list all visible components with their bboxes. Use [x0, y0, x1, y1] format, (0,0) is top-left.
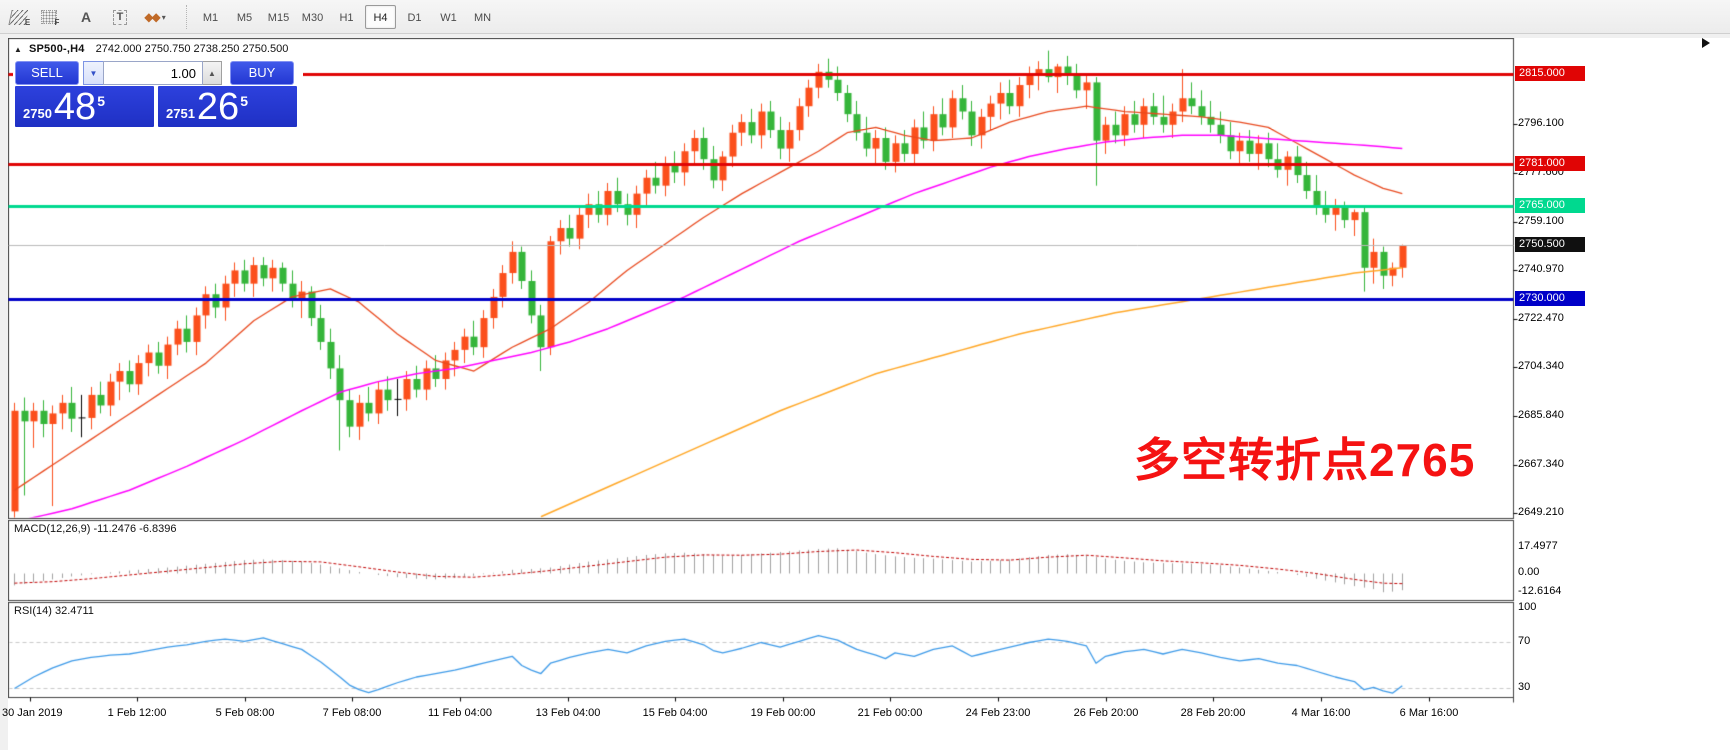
letter-a-icon: A: [80, 9, 92, 25]
volume-dropdown-button[interactable]: ▼: [83, 61, 103, 85]
chart-header: ▲ SP500-,H4 2742.000 2750.750 2738.250 2…: [14, 43, 288, 55]
hatch-icon: [8, 9, 29, 25]
axis-label: 2781.000: [1515, 156, 1585, 171]
axis-label: 2730.000: [1515, 291, 1585, 306]
main-toolbar: E F A T ◆◆ ▾ M1 M5 M15 M30 H1 H4 D1 W1 MN: [0, 0, 1730, 34]
macd-signal-value: -6.8396: [139, 523, 177, 535]
time-axis-label: 30 Jan 2019: [2, 707, 63, 719]
text-box-tool-icon[interactable]: T: [106, 4, 134, 30]
chart-symbol-label: SP500-,H4: [28, 43, 85, 55]
axis-label: 2704.340: [1518, 360, 1564, 372]
timeframe-m30-button[interactable]: M30: [301, 12, 324, 24]
axis-label: 2750.500: [1515, 237, 1585, 252]
timeframe-m5-button[interactable]: M5: [236, 12, 253, 24]
axis-label: 2796.100: [1518, 117, 1564, 129]
axis-label: 2765.000: [1515, 198, 1585, 213]
macd-main-value: -11.2476: [93, 523, 137, 535]
text-label-tool-icon[interactable]: A: [74, 4, 98, 30]
chart-ohlc-values: 2742.000 2750.750 2738.250 2750.500: [95, 43, 289, 55]
timeframe-mn-button[interactable]: MN: [473, 12, 492, 24]
macd-name: MACD(12,26,9): [14, 523, 91, 535]
time-axis-label: 28 Feb 20:00: [1180, 707, 1246, 719]
time-axis-label: 24 Feb 23:00: [965, 707, 1031, 719]
sell-price-sup: 5: [97, 93, 105, 109]
sell-price-quote[interactable]: 2750 48 5: [15, 86, 154, 127]
axis-label: 2649.210: [1518, 506, 1564, 518]
axis-label: 100: [1518, 601, 1537, 613]
sell-price-small: 2750: [23, 106, 52, 121]
time-axis-label: 13 Feb 04:00: [535, 707, 601, 719]
chart-shift-marker-icon[interactable]: [1702, 38, 1710, 48]
sell-price-big: 48: [53, 86, 97, 128]
sell-button[interactable]: SELL: [15, 61, 79, 85]
chevron-down-icon: ▾: [161, 12, 166, 22]
time-axis-label: 6 Mar 16:00: [1399, 707, 1459, 719]
time-axis-label: 26 Feb 20:00: [1073, 707, 1139, 719]
axis-label: 2740.970: [1518, 263, 1564, 275]
time-axis-label: 21 Feb 00:00: [857, 707, 923, 719]
buy-price-sup: 5: [240, 93, 248, 109]
time-axis-label: 7 Feb 08:00: [322, 707, 382, 719]
chart-annotation: 多空转折点2765: [1134, 434, 1476, 486]
buy-price-small: 2751: [166, 106, 195, 121]
time-axis-label: 15 Feb 04:00: [642, 707, 708, 719]
cycles-icon: ◆◆: [144, 10, 161, 24]
toolbar-separator: [186, 5, 187, 29]
time-axis-label: 11 Feb 04:00: [427, 707, 492, 719]
buy-price-quote[interactable]: 2751 26 5: [158, 86, 297, 127]
buy-price-big: 26: [196, 86, 240, 128]
grid-sub-label: F: [54, 17, 60, 27]
axis-label: 2722.470: [1518, 312, 1564, 324]
chart-window: ▲ SP500-,H4 2742.000 2750.750 2738.250 2…: [2, 38, 1730, 750]
hatch-sub-label: E: [24, 17, 31, 27]
volume-increase-button[interactable]: ▲: [203, 61, 222, 85]
letter-t-icon: T: [112, 9, 128, 25]
axis-label: -12.6164: [1518, 585, 1562, 597]
cycle-lines-tool-icon[interactable]: ◆◆ ▾: [138, 4, 172, 30]
time-axis-label: 1 Feb 12:00: [107, 707, 167, 719]
grid-pattern-tool-icon[interactable]: F: [36, 4, 64, 30]
hatch-pattern-tool-icon[interactable]: E: [6, 4, 34, 30]
timeframe-m15-button[interactable]: M15: [267, 12, 290, 24]
timeframe-h1-button[interactable]: H1: [339, 12, 354, 24]
axis-label: 70: [1518, 635, 1531, 647]
axis-label: 2759.100: [1518, 215, 1564, 227]
timeframe-d1-button[interactable]: D1: [407, 12, 422, 24]
axis-label: 2815.000: [1515, 66, 1585, 81]
axis-label: 30: [1518, 681, 1531, 693]
timeframe-m1-button[interactable]: M1: [202, 12, 219, 24]
timeframe-w1-button[interactable]: W1: [440, 12, 457, 24]
rsi-name: RSI(14): [14, 605, 52, 617]
macd-indicator-label: MACD(12,26,9) -11.2476 -6.8396: [14, 523, 176, 535]
time-axis-label: 5 Feb 08:00: [215, 707, 275, 719]
buy-button[interactable]: BUY: [230, 61, 294, 85]
axis-label: 2667.340: [1518, 458, 1564, 470]
rsi-value: 32.4711: [54, 605, 94, 617]
collapse-arrow-icon[interactable]: ▲: [14, 45, 22, 54]
chart-canvas[interactable]: [8, 38, 1730, 750]
time-axis-label: 19 Feb 00:00: [750, 707, 816, 719]
grid-icon: [40, 10, 57, 24]
axis-label: 2685.840: [1518, 409, 1564, 421]
rsi-indicator-label: RSI(14) 32.4711: [14, 605, 94, 617]
volume-input[interactable]: [103, 61, 203, 85]
axis-label: 17.4977: [1518, 540, 1558, 552]
axis-label: 0.00: [1518, 566, 1540, 578]
time-axis-label: 4 Mar 16:00: [1291, 707, 1351, 719]
one-click-trade-panel: SELL ▼ ▲ BUY 2750 48 5 2751 26 5: [13, 59, 303, 129]
timeframe-h4-button[interactable]: H4: [365, 5, 396, 29]
